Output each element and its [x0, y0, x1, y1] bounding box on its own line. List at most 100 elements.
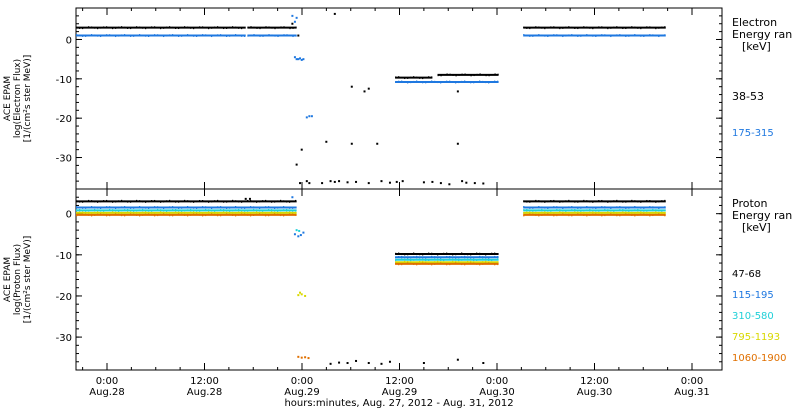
series-dot — [178, 213, 180, 215]
series-dot — [661, 212, 663, 215]
series-dot — [223, 201, 225, 203]
series-dot — [589, 34, 591, 36]
series-dot — [482, 258, 484, 260]
series-dot — [277, 210, 279, 212]
series-dot — [452, 254, 454, 256]
series-dot — [256, 34, 258, 36]
data-point — [244, 197, 247, 200]
series-dot — [532, 207, 534, 209]
series-dot — [160, 201, 162, 203]
data-point — [367, 87, 370, 90]
series-dot — [467, 256, 469, 258]
series-dot — [535, 26, 537, 28]
series-dot — [187, 34, 189, 36]
series-dot — [592, 207, 594, 209]
series-dot — [410, 76, 412, 78]
series-dot — [121, 206, 123, 208]
data-point — [380, 362, 383, 365]
series-dot — [157, 206, 159, 208]
series-dot — [425, 253, 427, 255]
series-dot — [443, 256, 445, 259]
series-dot — [133, 207, 135, 209]
series-dot — [244, 35, 246, 37]
series-dot — [253, 208, 255, 211]
series-dot — [262, 210, 264, 212]
data-point — [422, 181, 425, 184]
series-dot — [401, 261, 403, 263]
series-dot — [271, 34, 273, 36]
series-dot — [449, 261, 451, 263]
series-dot — [187, 215, 189, 217]
data-point — [482, 362, 485, 365]
series-dot — [410, 81, 412, 84]
series-dot — [199, 210, 201, 212]
series-dot — [532, 27, 534, 29]
series-dot — [286, 211, 288, 213]
series-dot — [193, 35, 195, 37]
series-dot — [610, 207, 612, 210]
series-dot — [196, 200, 198, 203]
series-dot — [79, 27, 81, 29]
series-dot — [223, 209, 225, 211]
series-dot — [97, 201, 99, 203]
series-dot — [643, 27, 645, 29]
series-dot — [280, 210, 282, 212]
data-point — [422, 362, 425, 365]
series-dot — [580, 212, 582, 214]
series-dot — [586, 200, 588, 202]
series-dot — [82, 27, 84, 30]
series-dot — [220, 26, 222, 29]
series-dot — [244, 27, 246, 29]
series-dot — [595, 212, 597, 214]
series-dot — [82, 207, 84, 209]
data-point — [300, 58, 303, 61]
series-dot — [583, 26, 585, 28]
series-dot — [172, 215, 174, 217]
series-dot — [607, 201, 609, 203]
series-dot — [395, 252, 397, 255]
series-dot — [497, 73, 499, 75]
series-dot — [178, 35, 180, 37]
series-dot — [82, 213, 84, 215]
series-dot — [559, 27, 561, 30]
series-dot — [205, 208, 207, 211]
series-dot — [491, 252, 493, 254]
series-dot — [553, 209, 555, 211]
series-dot — [431, 258, 433, 261]
series-dot — [526, 201, 528, 203]
series-dot — [211, 201, 213, 203]
series-dot — [622, 34, 624, 37]
series-dot — [109, 200, 111, 202]
series-dot — [628, 35, 630, 37]
y-axis-label: [1/(cm²s ster MeV)] — [23, 55, 33, 142]
series-dot — [178, 27, 180, 30]
series-dot — [91, 215, 93, 217]
series-dot — [604, 200, 606, 203]
series-dot — [577, 207, 579, 209]
series-dot — [577, 27, 579, 30]
legend-title: Electron — [732, 16, 777, 29]
series-dot — [103, 35, 105, 37]
series-dot — [295, 214, 297, 216]
series-dot — [601, 209, 603, 211]
series-dot — [127, 27, 129, 29]
series-dot — [265, 213, 267, 215]
series-dot — [491, 263, 493, 265]
series-dot — [247, 213, 249, 215]
series-dot — [616, 215, 618, 217]
series-dot — [205, 200, 207, 203]
series-dot — [661, 200, 663, 202]
series-dot — [292, 207, 294, 209]
series-dot — [106, 199, 108, 202]
series-dot — [592, 209, 594, 211]
series-dot — [190, 34, 192, 36]
series-dot — [479, 264, 481, 266]
series-dot — [452, 74, 454, 76]
data-point — [291, 22, 294, 25]
series-dot — [449, 263, 451, 266]
series-dot — [455, 75, 457, 77]
series-dot — [136, 26, 138, 28]
series-dot — [413, 80, 415, 83]
series-dot — [523, 215, 525, 217]
x-tick-label: 0:00 — [486, 376, 508, 387]
